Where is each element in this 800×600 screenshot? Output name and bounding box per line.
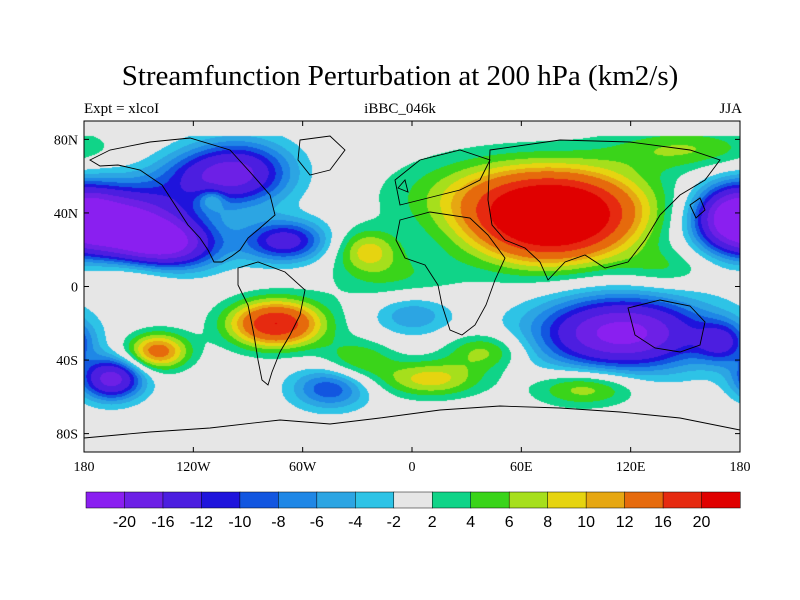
x-tick-label: 180 [74,460,95,475]
colorbar-label: 20 [693,514,711,531]
streamfunction-field [84,121,740,452]
colorbar-label: -4 [348,514,362,531]
x-tick-label: 120E [616,460,646,475]
colorbar-label: -2 [387,514,401,531]
colorbar-swatch [701,491,741,509]
colorbar-label: -16 [151,514,174,531]
coast-australia [627,299,706,353]
colorbar-swatch [547,491,587,509]
colorbar-label: 4 [466,514,475,531]
coast-japan [689,197,706,219]
colorbar-label: 16 [654,514,672,531]
y-tick-label: 40N [54,207,78,222]
coast-north-america [89,137,276,263]
x-tick-label: 60W [289,460,317,475]
map-field [84,121,740,452]
y-tick-label: 80N [54,133,78,148]
colorbar-label: 10 [577,514,595,531]
colorbar-swatch [162,491,202,509]
colorbar: -20 -16 -12 -10 -8 -6 -4 -2 2 4 6 8 10 12 16 20 [85,491,741,531]
chart-title: Streamfunction Perturbation at 200 hPa (… [121,60,679,92]
x-tick-label: 60E [510,460,533,475]
coast-asia [487,139,721,281]
coast-south-america [237,261,306,386]
colorbar-swatch [470,491,510,509]
coast-greenland [297,135,346,176]
coast-uk [397,179,409,193]
x-tick-label: 0 [409,460,416,475]
y-tick-label: 80S [56,428,78,443]
x-tick-label: 120W [176,460,211,475]
colorbar-label: 6 [505,514,514,531]
colorbar-swatch [201,491,241,509]
run-label: iBBC_046k [364,101,436,117]
axis-ticks: 180 120W 60W 0 60E 120E 180 80N 40N 0 40S 80S [54,121,751,475]
colorbar-label: -6 [310,514,324,531]
colorbar-swatch [662,491,703,509]
experiment-label: Expt = xlcoI [84,101,160,117]
y-tick-label: 0 [71,281,78,296]
season-label: JJA [719,101,742,117]
colorbar-swatch [124,491,164,509]
coast-antarctica [84,405,740,439]
colorbar-label: -12 [190,514,213,531]
colorbar-swatch [239,491,279,509]
colorbar-swatch [393,491,433,509]
colorbar-label: -10 [228,514,251,531]
colorbar-label: 8 [543,514,552,531]
colorbar-swatch [585,491,626,509]
y-tick-label: 40S [56,354,78,369]
coastlines [84,135,740,439]
colorbar-label: -20 [113,514,136,531]
colorbar-swatch [624,491,664,509]
colorbar-swatch [431,491,472,509]
colorbar-swatch [316,491,356,509]
colorbar-label: 2 [428,514,437,531]
x-tick-label: 180 [730,460,751,475]
colorbar-label: 12 [616,514,634,531]
coast-europe [394,149,491,206]
colorbar-swatch [508,491,549,509]
colorbar-swatch [85,491,126,509]
colorbar-swatch [355,491,395,509]
coast-africa [395,211,506,336]
colorbar-swatch [278,491,318,509]
colorbar-label: -8 [271,514,285,531]
